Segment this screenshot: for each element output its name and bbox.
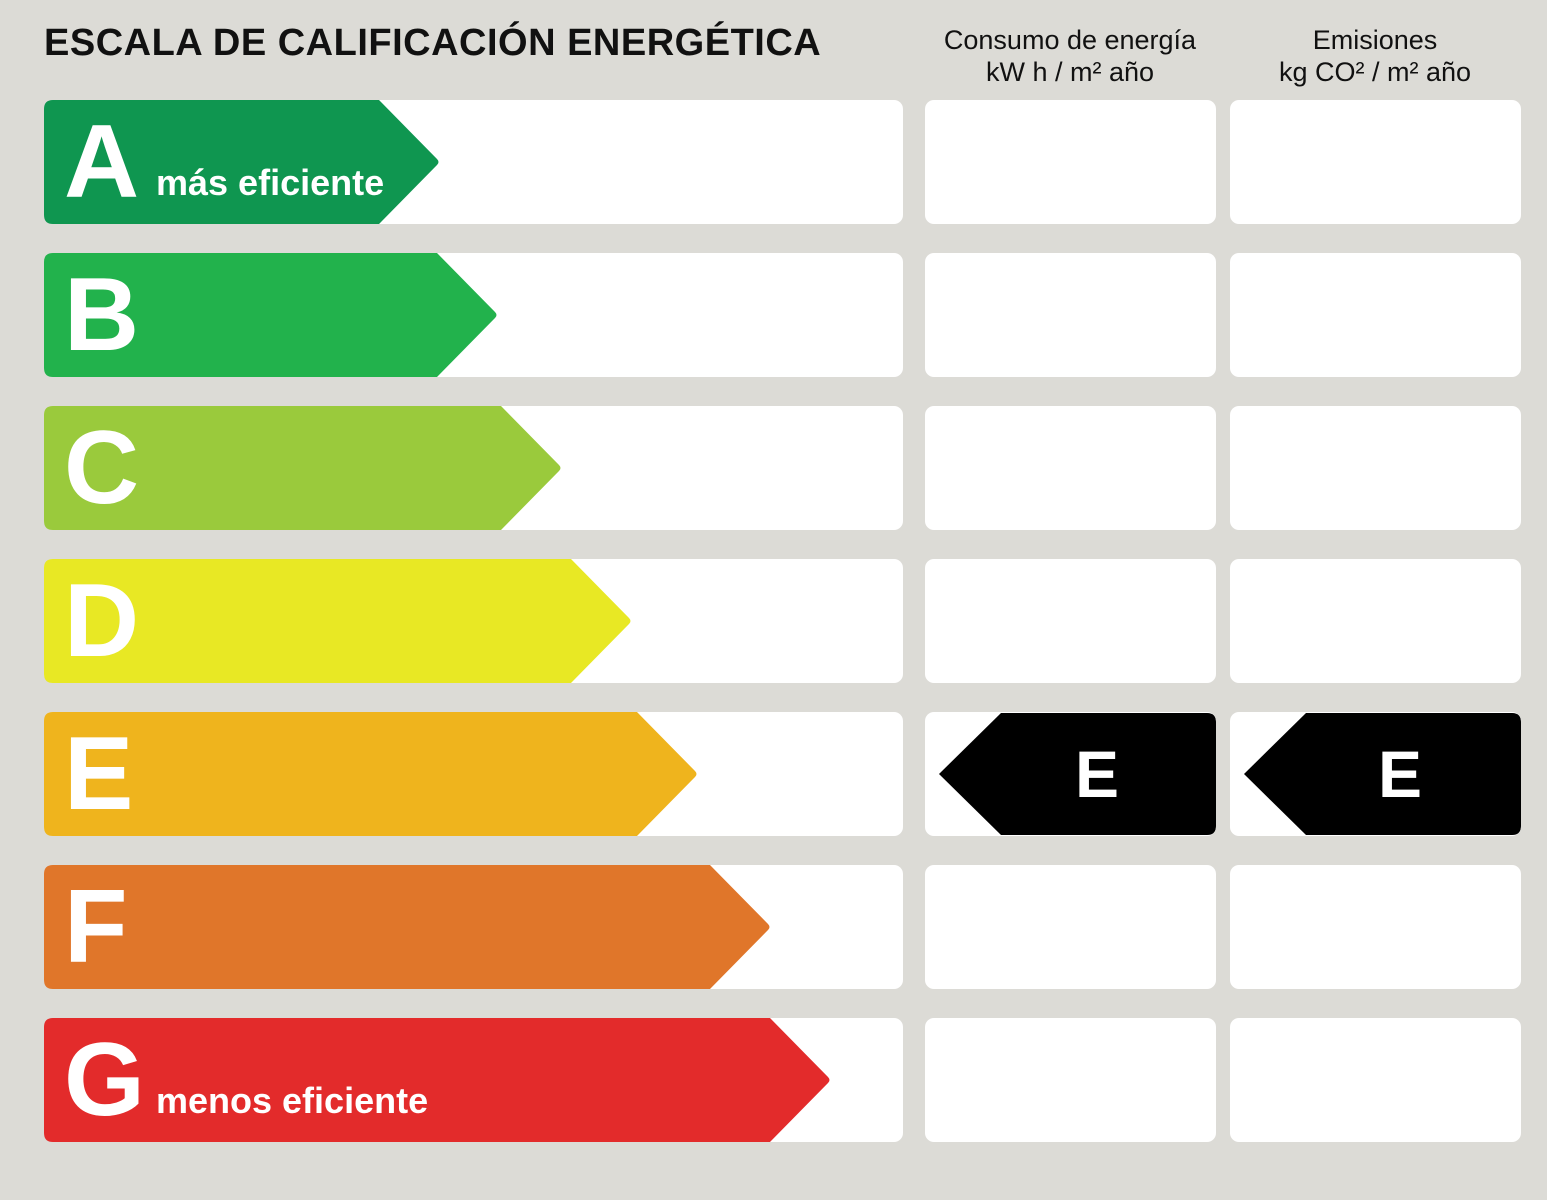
class-arrow-b bbox=[44, 253, 497, 377]
rating-marker-arrow bbox=[939, 713, 1216, 835]
emisiones-column-header: Emisiones kg CO² / m² año bbox=[1225, 24, 1525, 88]
emisiones-cell-g bbox=[1230, 1018, 1521, 1142]
emisiones-cell-b bbox=[1230, 253, 1521, 377]
consumo-cell-e: E bbox=[925, 712, 1216, 836]
class-bar-f: F bbox=[44, 865, 771, 989]
class-letter-f: F bbox=[64, 869, 128, 985]
class-letter-d: D bbox=[64, 563, 140, 679]
class-letter-a: A bbox=[64, 104, 140, 220]
class-arrow-f bbox=[44, 865, 770, 989]
consumo-cell-f bbox=[925, 865, 1216, 989]
class-bar-e: E bbox=[44, 712, 698, 836]
emisiones-cell-f bbox=[1230, 865, 1521, 989]
class-bar-b: B bbox=[44, 253, 498, 377]
consumo-header-line2: kW h / m² año bbox=[985, 57, 1155, 87]
emisiones-header-line2: kg CO² / m² año bbox=[1278, 57, 1472, 87]
consumo-rating-label: E bbox=[1075, 737, 1120, 811]
class-letter-g: G bbox=[64, 1022, 145, 1138]
rating-marker-arrow bbox=[1244, 713, 1521, 835]
class-arrow-g bbox=[44, 1018, 830, 1142]
consumo-cell-d bbox=[925, 559, 1216, 683]
class-sublabel-a: más eficiente bbox=[156, 162, 385, 203]
class-row-e: E bbox=[44, 712, 903, 836]
emisiones-cell-a bbox=[1230, 100, 1521, 224]
class-row-f: F bbox=[44, 865, 903, 989]
class-row-d: D bbox=[44, 559, 903, 683]
class-arrow-e bbox=[44, 712, 697, 836]
consumo-cell-g bbox=[925, 1018, 1216, 1142]
emisiones-header-line1: Emisiones bbox=[1312, 25, 1438, 55]
consumo-cell-a bbox=[925, 100, 1216, 224]
class-letter-c: C bbox=[64, 410, 140, 526]
emisiones-cell-c bbox=[1230, 406, 1521, 530]
class-arrow-d bbox=[44, 559, 631, 683]
consumo-cell-c bbox=[925, 406, 1216, 530]
class-row-b: B bbox=[44, 253, 903, 377]
class-letter-e: E bbox=[64, 716, 134, 832]
class-letter-b: B bbox=[64, 257, 140, 373]
emisiones-rating-label: E bbox=[1378, 737, 1423, 811]
emisiones-cell-e: E bbox=[1230, 712, 1521, 836]
class-arrow-a bbox=[44, 100, 439, 224]
class-arrow-c bbox=[44, 406, 561, 530]
consumo-cell-b bbox=[925, 253, 1216, 377]
emisiones-cell-d bbox=[1230, 559, 1521, 683]
consumo-header-line1: Consumo de energía bbox=[943, 25, 1197, 55]
page-title: ESCALA DE CALIFICACIÓN ENERGÉTICA bbox=[44, 22, 822, 64]
class-bar-c: C bbox=[44, 406, 562, 530]
class-bar-d: D bbox=[44, 559, 632, 683]
class-row-c: C bbox=[44, 406, 903, 530]
consumo-column-header: Consumo de energía kW h / m² año bbox=[920, 24, 1220, 88]
class-sublabel-g: menos eficiente bbox=[156, 1080, 429, 1121]
